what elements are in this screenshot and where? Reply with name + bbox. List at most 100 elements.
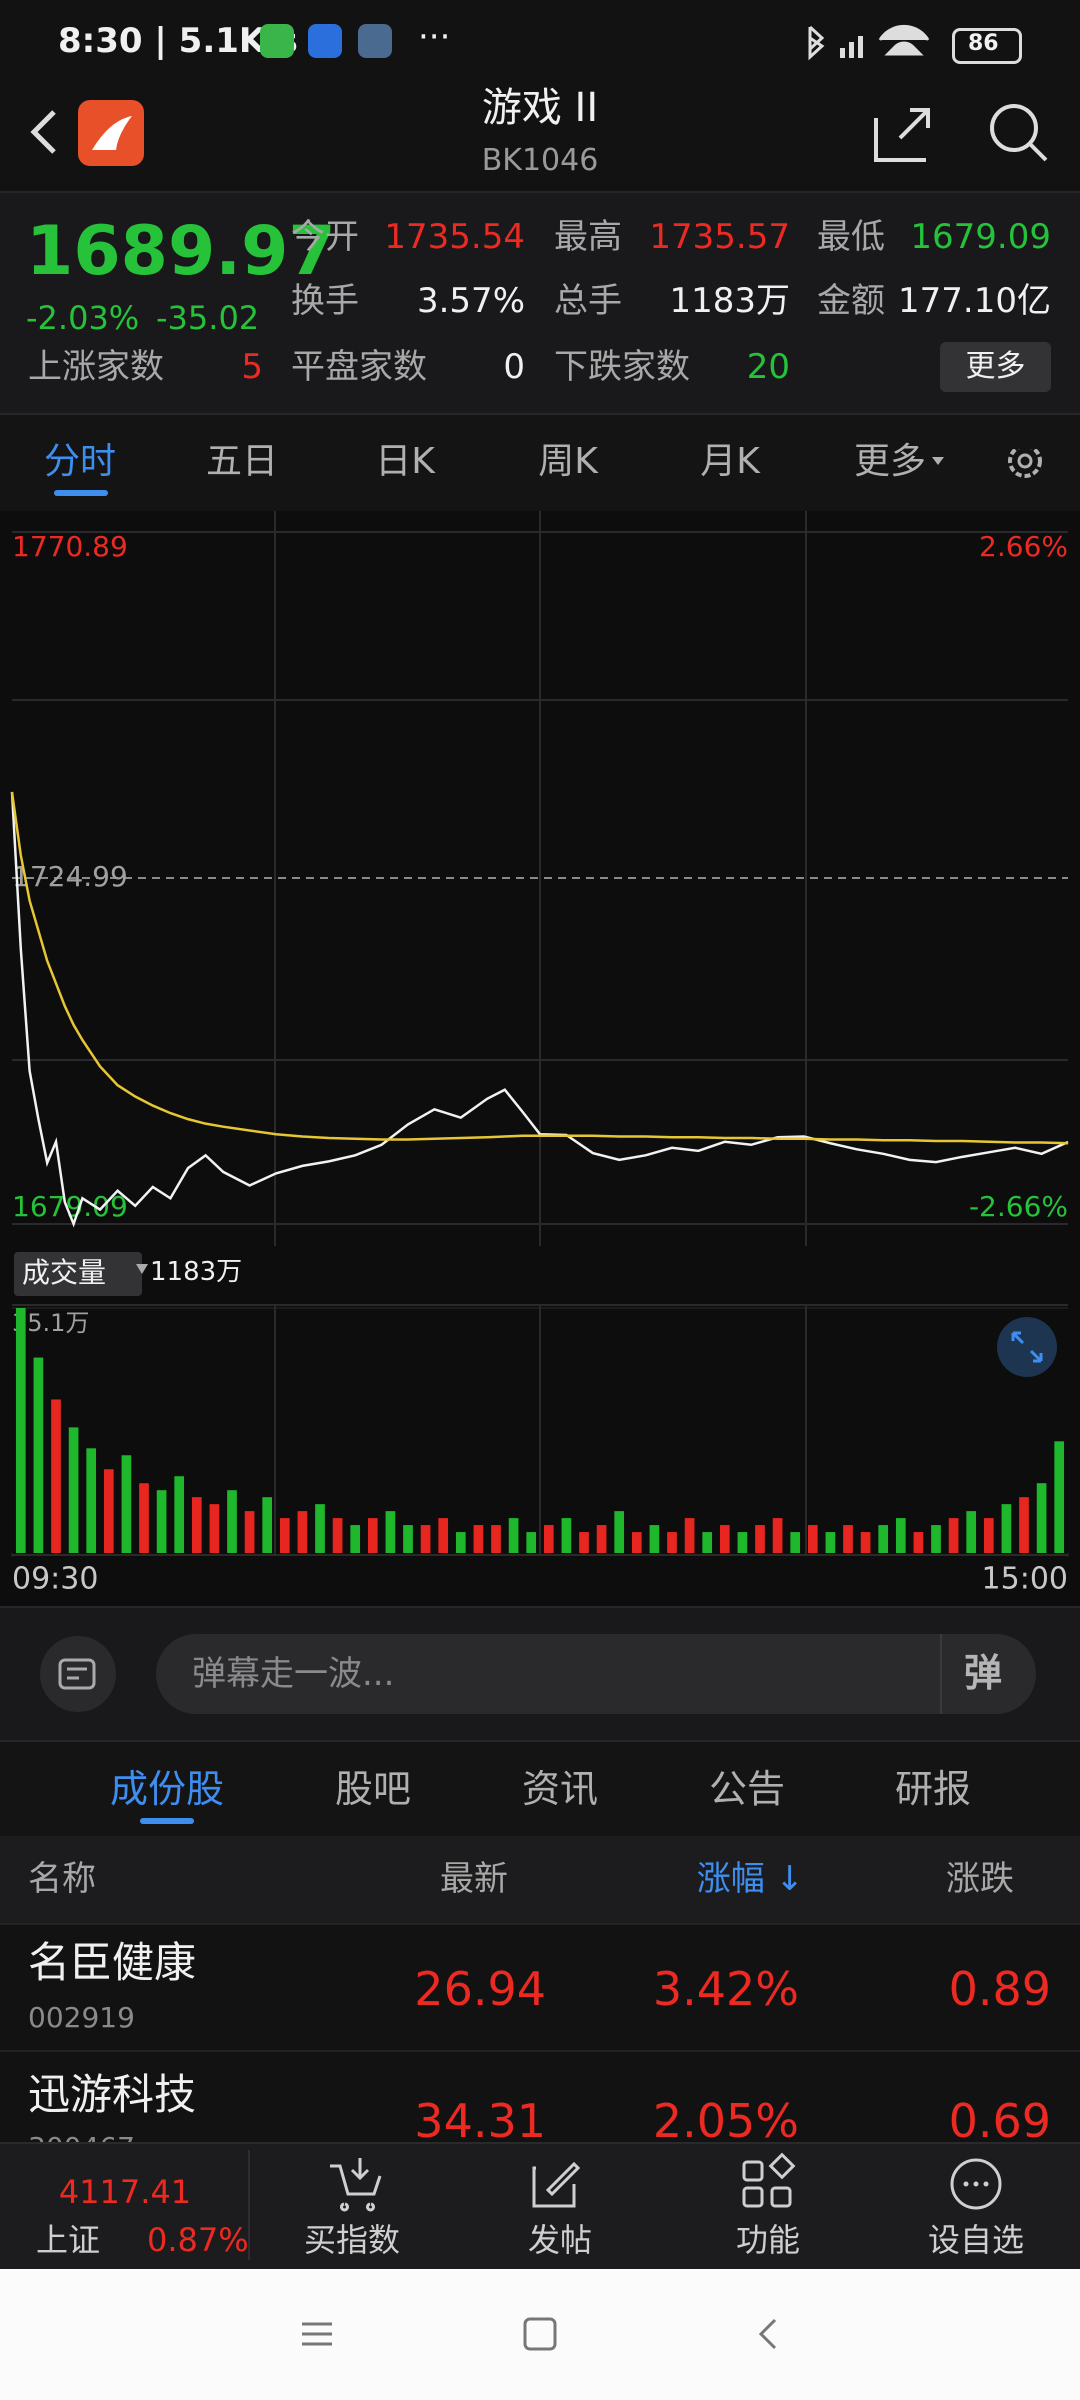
field-value: 3.57% — [416, 281, 525, 321]
count-label: 上涨家数 — [28, 347, 164, 387]
header-actions[interactable] — [870, 98, 1060, 168]
volume-bar — [579, 1532, 589, 1553]
volume-bar — [244, 1511, 255, 1553]
volume-bar — [807, 1525, 818, 1553]
y2-tick-label: -2.66% — [969, 1190, 1068, 1223]
index-change: 0.87% — [147, 2221, 249, 2259]
volume-bar — [860, 1532, 871, 1553]
volume-bar — [1036, 1483, 1047, 1553]
field-label: 总手 — [554, 281, 622, 321]
volume-bar — [33, 1357, 44, 1553]
volume-bar — [315, 1504, 325, 1553]
chart-tab[interactable]: 周K — [538, 441, 598, 482]
volume-bar — [948, 1518, 959, 1553]
list-tab[interactable]: 资讯 — [521, 1767, 599, 1811]
chart-tab[interactable]: 更多 — [853, 441, 927, 482]
board-title: 游戏 II — [481, 85, 599, 131]
bottom-item[interactable]: 买指数 — [303, 2221, 401, 2259]
volume-bar — [825, 1532, 836, 1553]
column-header[interactable]: 名称 — [28, 1859, 96, 1899]
comment-input[interactable] — [156, 1634, 1036, 1714]
list-tab[interactable]: 研报 — [894, 1767, 972, 1811]
app-icon — [260, 24, 294, 58]
system-nav-icons[interactable] — [0, 2300, 1080, 2370]
bottom-icons — [330, 2152, 1002, 2212]
stock-name[interactable]: 名臣健康 — [28, 1938, 197, 1987]
volume-bar — [772, 1518, 783, 1553]
list-tab[interactable]: 股吧 — [334, 1767, 412, 1811]
field-label: 最高 — [554, 217, 622, 257]
volume-bar — [737, 1532, 748, 1553]
system-nav — [0, 2269, 1080, 2400]
list-tab[interactable]: 公告 — [708, 1767, 786, 1811]
change-pct: -2.03% — [26, 299, 140, 337]
volume-bar — [491, 1525, 501, 1553]
list-tab[interactable]: 成份股 — [109, 1767, 225, 1811]
count-value: 5 — [241, 347, 263, 387]
divider — [940, 1634, 942, 1714]
dropdown-arrow — [136, 1264, 148, 1274]
comment-icon[interactable] — [40, 1636, 116, 1712]
volume-select[interactable] — [14, 1252, 142, 1296]
volume-bar — [667, 1532, 677, 1553]
more-icons: ··· — [418, 17, 451, 57]
x-tick-label: 15:00 — [982, 1562, 1068, 1597]
volume-bar — [350, 1525, 361, 1553]
chart-tab[interactable]: 月K — [700, 441, 760, 482]
bottom-item[interactable]: 功能 — [735, 2221, 801, 2259]
volume-bar — [367, 1518, 378, 1553]
stock-name[interactable]: 迅游科技 — [28, 2070, 197, 2119]
column-header[interactable]: 涨幅 ↓ — [696, 1859, 804, 1899]
volume-bar — [1054, 1441, 1065, 1553]
bottom-item[interactable]: 发帖 — [527, 2221, 593, 2259]
volume-bar — [297, 1511, 308, 1553]
row-divider — [0, 1923, 1080, 1925]
tab-indicator — [54, 490, 108, 496]
nav-back[interactable] — [20, 100, 170, 170]
volume-bar — [614, 1511, 625, 1553]
stock-code: 300467 — [28, 2134, 135, 2143]
chart-tab[interactable]: 分时 — [43, 441, 117, 482]
volume-bar — [385, 1511, 396, 1553]
volume-bar — [966, 1511, 977, 1553]
comment-placeholder: 弹幕走一波... — [192, 1654, 395, 1694]
chart-tab[interactable]: 五日 — [205, 441, 279, 482]
volume-total: 1183万 — [150, 1257, 243, 1287]
volume-bar — [843, 1525, 853, 1553]
field-value: 1735.57 — [649, 217, 790, 257]
battery-level: 86 — [968, 31, 999, 56]
field-label: 金额 — [817, 281, 885, 321]
chart: 1679.091724.991770.89-2.66%2.66%35.1万09:… — [10, 511, 1069, 1597]
volume-bar — [755, 1525, 765, 1553]
volume-bar — [174, 1476, 185, 1553]
stock-change-pct: 3.42% — [652, 1962, 799, 2016]
danmaku-button[interactable]: 弹 — [964, 1651, 1003, 1695]
volume-bar — [455, 1532, 466, 1553]
volume-bar — [1001, 1504, 1012, 1553]
table-header — [0, 1836, 1080, 1923]
stock-price: 34.31 — [414, 2094, 546, 2142]
count-label: 平盘家数 — [291, 347, 427, 387]
volume-bar — [139, 1483, 149, 1553]
more-button[interactable]: 更多 — [940, 342, 1051, 392]
volume-bar — [543, 1525, 554, 1553]
volume-bar — [262, 1497, 273, 1553]
column-header[interactable]: 最新 — [440, 1859, 508, 1899]
expand-button[interactable] — [997, 1317, 1057, 1377]
volume-bar — [403, 1525, 413, 1553]
column-header[interactable]: 涨跌 — [946, 1859, 1014, 1899]
volume-bar — [15, 1308, 26, 1553]
row-divider — [0, 2050, 1080, 2052]
count-value: 20 — [746, 347, 790, 387]
chart-tab[interactable]: 日K — [375, 441, 435, 482]
y-tick-label: 1770.89 — [12, 530, 128, 563]
field-label: 最低 — [817, 217, 885, 257]
volume-bar — [420, 1525, 431, 1553]
signal-icons — [808, 24, 930, 61]
bottom-item[interactable]: 设自选 — [927, 2221, 1025, 2259]
count-value: 0 — [503, 347, 525, 387]
volume-bar — [931, 1525, 941, 1553]
index-value[interactable]: 4117.41 — [58, 2173, 192, 2211]
quote-panel — [0, 191, 1080, 415]
